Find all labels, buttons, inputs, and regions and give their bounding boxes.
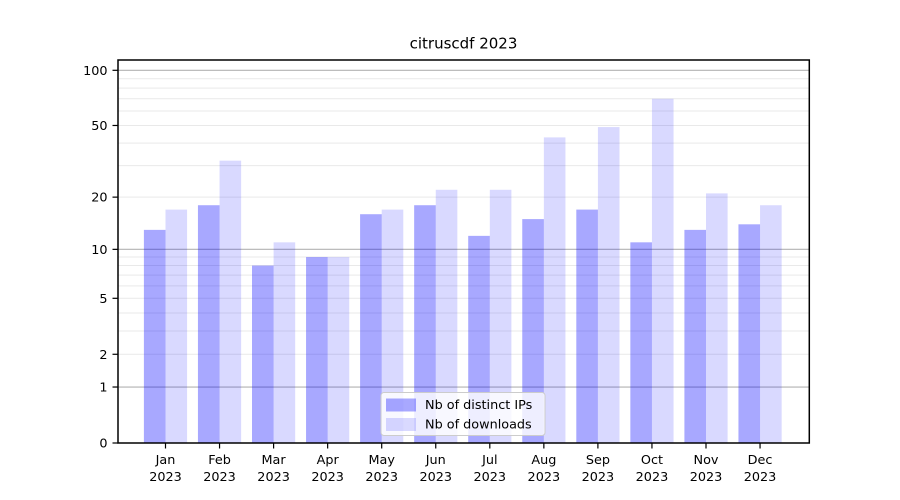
y-tick-label-10: 10 — [91, 243, 107, 258]
x-tick-label-dec: Dec 2023 — [744, 453, 777, 485]
x-tick-label-sep: Sep 2023 — [582, 453, 615, 485]
bar-downloads-feb — [219, 160, 242, 444]
x-tick-label-mar: Mar 2023 — [257, 453, 290, 485]
legend: Nb of distinct IPs Nb of downloads — [380, 392, 546, 436]
legend-label-downloads: Nb of downloads — [425, 418, 532, 433]
bar-downloads-jul — [489, 189, 512, 443]
bar-downloads-dec — [760, 205, 782, 443]
x-tick-label-nov: Nov 2023 — [690, 453, 723, 485]
bar-downloads-mar — [273, 242, 296, 443]
chart-title: citruscdf 2023 — [410, 35, 518, 53]
bar-distinct-ips-oct — [630, 242, 652, 443]
axes-layer: 0 1 2 5 10 20 50 100 Jan 2023 Feb 2023 Mar 2023 Apr 202… — [83, 64, 776, 485]
x-tick-label-feb: Feb 2023 — [203, 453, 236, 485]
bar-distinct-ips-jan — [143, 229, 166, 443]
bar-distinct-ips-jul — [468, 235, 490, 443]
bar-distinct-ips-mar — [252, 265, 274, 443]
y-tick-label-1: 1 — [99, 381, 107, 396]
legend-label-distinct-ips: Nb of distinct IPs — [425, 398, 533, 413]
x-tick-label-oct: Oct 2023 — [636, 453, 669, 485]
bar-downloads-jan — [165, 209, 188, 443]
bar-downloads-oct — [651, 98, 674, 444]
bar-distinct-ips-nov — [684, 229, 706, 443]
y-tick-label-0: 0 — [99, 437, 107, 452]
legend-swatch-distinct-ips — [386, 398, 416, 412]
bar-downloads-sep — [597, 127, 620, 444]
bar-distinct-ips-feb — [197, 205, 220, 443]
y-tick-label-50: 50 — [91, 119, 107, 134]
bar-distinct-ips-apr — [306, 257, 328, 443]
x-tick-label-may: May 2023 — [365, 453, 398, 485]
y-tick-label-2: 2 — [99, 348, 107, 363]
x-tick-label-jan: Jan 2023 — [149, 453, 182, 485]
y-tick-label-100: 100 — [83, 64, 107, 79]
y-tick-label-5: 5 — [99, 292, 107, 307]
x-tick-label-apr: Apr 2023 — [311, 453, 344, 485]
bar-distinct-ips-sep — [576, 209, 598, 443]
bar-downloads-aug — [543, 137, 566, 443]
bar-downloads-jun — [435, 189, 458, 443]
bar-downloads-may — [381, 209, 404, 443]
y-tick-label-20: 20 — [91, 191, 107, 206]
legend-swatch-downloads — [386, 418, 416, 431]
gridlines-layer — [118, 69, 810, 388]
plot-border — [117, 59, 811, 444]
bar-distinct-ips-dec — [738, 224, 761, 443]
bars-layer — [143, 98, 782, 444]
bar-downloads-apr — [327, 257, 350, 443]
bar-distinct-ips-may — [360, 214, 382, 443]
x-tick-label-jul: Jul 2023 — [474, 453, 507, 485]
legend-box — [380, 392, 546, 436]
x-tick-label-aug: Aug 2023 — [528, 453, 561, 485]
bar-distinct-ips-jun — [414, 205, 436, 443]
bar-distinct-ips-aug — [522, 219, 544, 443]
x-tick-label-jun: Jun 2023 — [419, 453, 452, 485]
bar-downloads-nov — [706, 193, 728, 443]
